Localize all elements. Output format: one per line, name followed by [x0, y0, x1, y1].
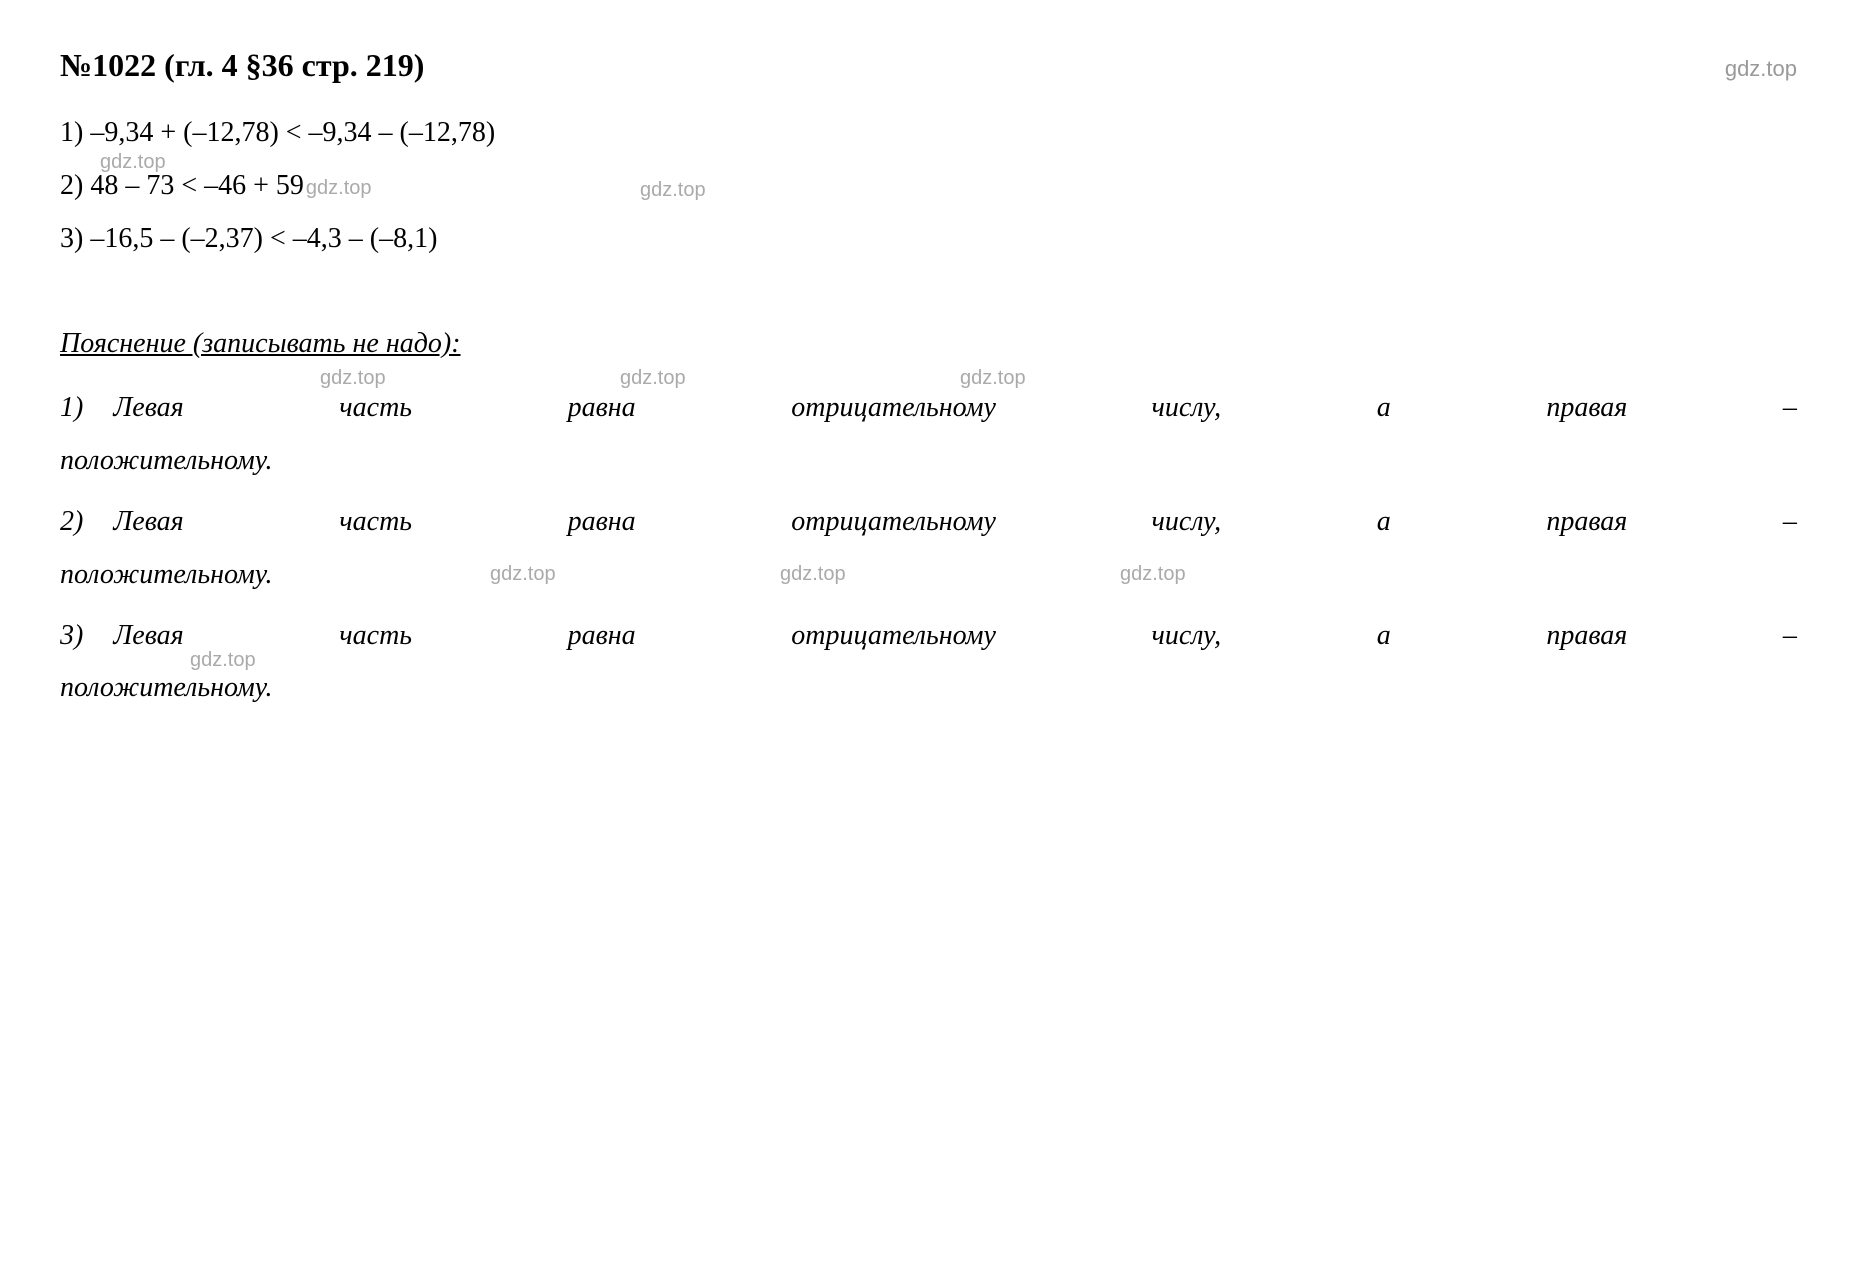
exp2-w4: отрицательному [791, 500, 996, 545]
exp3-w5: числу, [1151, 614, 1221, 659]
watermark-exp2-2: gdz.top [780, 558, 846, 590]
exp1-w1: Левая [113, 386, 183, 431]
exp2-w3: равна [568, 500, 636, 545]
watermark-inline-2: gdz.top [306, 177, 372, 199]
exp1-w6: а [1377, 386, 1391, 431]
watermark-exp2-3: gdz.top [1120, 558, 1186, 590]
answer-2-wrap: gdz.top 2) 48 – 73 < –46 + 59gdz.top gdz… [60, 164, 1797, 209]
explanation-item-2: 2) Левая часть равна отрицательному числ… [60, 500, 1797, 598]
exp2-w7: правая [1546, 500, 1627, 545]
exp3-w3: равна [568, 614, 636, 659]
exp2-w1: Левая [113, 500, 183, 545]
watermark-top: gdz.top [1725, 51, 1797, 86]
exp1-w8: – [1783, 386, 1797, 431]
exp1-cont: положительному. [60, 439, 1797, 484]
exp3-w2: часть [339, 614, 412, 659]
exp3-w7: правая [1546, 614, 1627, 659]
exp1-num: 1) [60, 386, 83, 431]
answer-2: 2) 48 – 73 < –46 + 59 [60, 170, 304, 201]
exp3-cont: gdz.top положительному. [60, 666, 1797, 711]
exp1-w7: правая [1546, 386, 1627, 431]
page-title: №1022 (гл. 4 §36 стр. 219) [60, 40, 424, 91]
exp3-w8: – [1783, 614, 1797, 659]
watermark-exp3-1: gdz.top [190, 644, 256, 676]
exp3-cont-text: положительному. [60, 672, 272, 703]
exp3-w1: Левая [113, 614, 183, 659]
answer-3: 3) –16,5 – (–2,37) < –4,3 – (–8,1) [60, 217, 1797, 262]
answer-list: 1) –9,34 + (–12,78) < –9,34 – (–12,78) g… [60, 111, 1797, 261]
exp2-cont-text: положительному. [60, 559, 272, 590]
exp1-w5: числу, [1151, 386, 1221, 431]
explanation-title-text: Пояснение (записывать не надо): [60, 328, 461, 359]
exp3-w4: отрицательному [791, 614, 996, 659]
exp1-w2: часть [339, 386, 412, 431]
exp1-w4: отрицательному [791, 386, 996, 431]
exp2-w5: числу, [1151, 500, 1221, 545]
explanation-item-1: 1) Левая часть равна отрицательному числ… [60, 386, 1797, 484]
exp2-cont: положительному. gdz.top gdz.top gdz.top [60, 553, 1797, 598]
exp1-w3: равна [568, 386, 636, 431]
exp2-w8: – [1783, 500, 1797, 545]
explanation-item-3: 3) Левая часть равна отрицательному числ… [60, 614, 1797, 712]
exp3-num: 3) [60, 614, 83, 659]
explanation-title: Пояснение (записывать не надо): gdz.top … [60, 322, 1797, 367]
watermark-inline-1: gdz.top [100, 146, 166, 178]
watermark-inline-3: gdz.top [640, 174, 706, 206]
exp2-w6: а [1377, 500, 1391, 545]
answer-1: 1) –9,34 + (–12,78) < –9,34 – (–12,78) [60, 111, 1797, 156]
exp2-num: 2) [60, 500, 83, 545]
watermark-exp2-1: gdz.top [490, 558, 556, 590]
exp2-w2: часть [339, 500, 412, 545]
exp3-w6: а [1377, 614, 1391, 659]
header-row: №1022 (гл. 4 §36 стр. 219) gdz.top [60, 40, 1797, 91]
